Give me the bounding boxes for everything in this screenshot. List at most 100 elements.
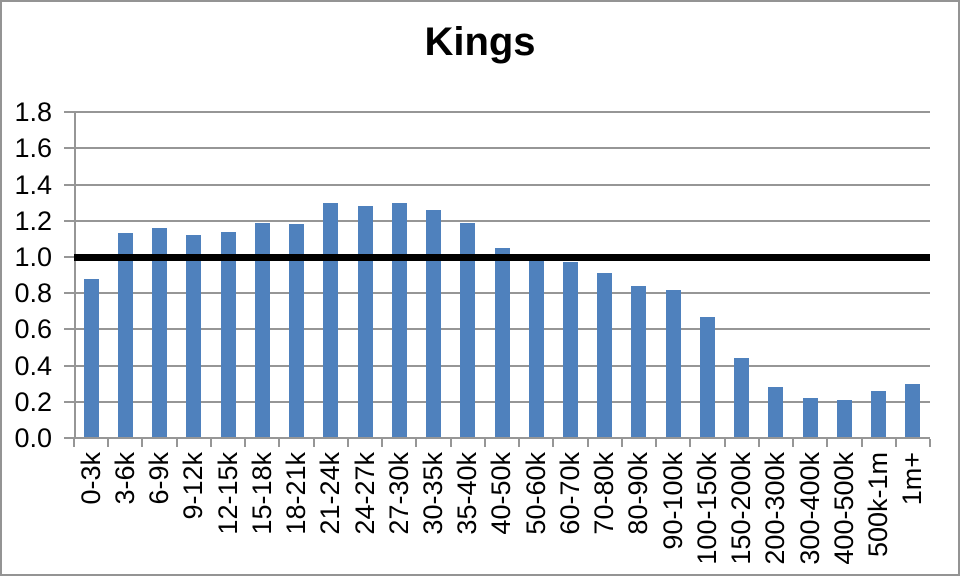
x-axis-tick-label: 21-24k <box>315 452 346 535</box>
x-axis-label-wrap: 150-200k <box>725 452 759 565</box>
bar <box>562 262 578 438</box>
x-axis-tick-label: 150-200k <box>726 452 757 565</box>
bar <box>734 358 750 438</box>
y-axis-tick-label: 0.2 <box>14 386 52 417</box>
x-axis-tick <box>929 439 931 447</box>
x-axis-tick-label: 12-15k <box>212 452 243 535</box>
x-axis-label-wrap: 24-27k <box>348 452 382 535</box>
bar <box>494 247 510 438</box>
x-axis-tick <box>792 439 795 447</box>
y-axis-tick-label: 0.0 <box>14 423 52 453</box>
x-axis-tick <box>141 439 144 447</box>
x-axis-label-wrap: 40-50k <box>485 452 519 535</box>
y-axis-tick <box>64 292 74 295</box>
bar <box>631 285 647 438</box>
x-axis-tick <box>107 439 110 447</box>
x-axis-tick-label: 0-3k <box>75 452 106 505</box>
x-axis-label-wrap: 300-400k <box>793 452 827 565</box>
bar <box>117 233 133 438</box>
x-axis-tick-label: 3-6k <box>109 452 140 505</box>
y-axis-tick <box>64 183 74 186</box>
x-axis-label-wrap: 90-100k <box>656 452 690 550</box>
x-axis-tick-label: 6-9k <box>144 452 175 505</box>
bar <box>254 222 270 438</box>
x-axis-label-wrap: 30-35k <box>416 452 450 535</box>
x-axis-tick <box>415 439 418 447</box>
bar <box>699 316 715 438</box>
x-axis-tick <box>723 439 726 447</box>
bar <box>802 398 818 438</box>
bar <box>426 209 442 438</box>
x-axis-label-wrap: 6-9k <box>142 452 176 505</box>
x-axis-tick <box>689 439 692 447</box>
x-axis-tick-label: 9-12k <box>178 452 209 520</box>
x-axis-tick <box>586 439 589 447</box>
x-axis-tick-label: 100-150k <box>691 452 722 565</box>
y-axis-tick-label: 1.4 <box>14 169 52 200</box>
y-axis-tick-label: 0.4 <box>14 350 52 381</box>
bar <box>357 206 373 438</box>
x-axis-tick <box>483 439 486 447</box>
bar <box>391 202 407 438</box>
x-axis-tick <box>312 439 315 447</box>
x-axis-label-wrap: 100-150k <box>690 452 724 565</box>
x-axis-label-wrap: 70-80k <box>588 452 622 535</box>
x-axis-tick <box>757 439 760 447</box>
x-axis-tick-label: 40-50k <box>486 452 517 535</box>
x-axis-tick-label: 1m+ <box>897 452 928 506</box>
bar <box>220 231 236 438</box>
gridline <box>74 219 930 222</box>
y-axis-tick-label: 0.8 <box>14 278 52 309</box>
chart-title: Kings <box>424 20 536 64</box>
x-axis-label-wrap: 18-21k <box>279 452 313 535</box>
reference-line <box>74 254 930 261</box>
x-axis-tick-label: 50-60k <box>520 452 551 535</box>
y-axis-tick <box>64 364 74 367</box>
x-axis-tick <box>175 439 178 447</box>
x-axis-tick <box>655 439 658 447</box>
x-axis-tick-label: 70-80k <box>589 452 620 535</box>
y-axis-tick <box>64 147 74 150</box>
x-axis-tick <box>449 439 452 447</box>
bar <box>186 235 202 438</box>
x-axis-tick-label: 35-40k <box>452 452 483 535</box>
bar <box>836 399 852 438</box>
y-axis-tick-label: 1.8 <box>14 97 52 128</box>
gridline <box>74 147 930 150</box>
x-axis-label-wrap: 15-18k <box>245 452 279 535</box>
x-axis-tick <box>552 439 555 447</box>
x-axis-label-wrap: 3-6k <box>108 452 142 505</box>
x-axis-label-wrap: 12-15k <box>211 452 245 535</box>
y-axis-tick <box>64 328 74 331</box>
x-axis-tick-label: 90-100k <box>657 452 688 550</box>
y-axis-tick-label: 1.6 <box>14 133 52 164</box>
bar <box>152 228 168 438</box>
x-axis-tick-label: 60-70k <box>554 452 585 535</box>
gridline <box>74 111 930 114</box>
x-axis-tick <box>826 439 829 447</box>
x-axis-label-wrap: 9-12k <box>177 452 211 520</box>
x-axis-label-wrap: 60-70k <box>553 452 587 535</box>
x-axis-tick <box>278 439 281 447</box>
x-axis-tick-label: 300-400k <box>794 452 825 565</box>
x-axis-tick-label: 18-21k <box>281 452 312 535</box>
x-axis-tick-label: 400-500k <box>828 452 859 565</box>
x-axis-label-wrap: 400-500k <box>827 452 861 565</box>
x-axis-label-wrap: 0-3k <box>74 452 108 505</box>
x-axis-tick-label: 500k-1m <box>863 452 894 558</box>
x-axis-tick <box>346 439 349 447</box>
y-axis-tick <box>64 111 74 114</box>
bar <box>528 258 544 438</box>
bar <box>871 390 887 438</box>
x-axis-tick <box>381 439 384 447</box>
bar <box>597 273 613 438</box>
x-axis-label-wrap: 500k-1m <box>862 452 896 557</box>
bar <box>768 387 784 438</box>
x-axis-label-wrap: 35-40k <box>451 452 485 535</box>
x-axis-tick <box>73 439 75 447</box>
y-axis-tick-label: 0.6 <box>14 314 52 345</box>
bar <box>905 383 921 438</box>
y-axis-tick <box>64 400 74 403</box>
x-axis-tick <box>209 439 212 447</box>
